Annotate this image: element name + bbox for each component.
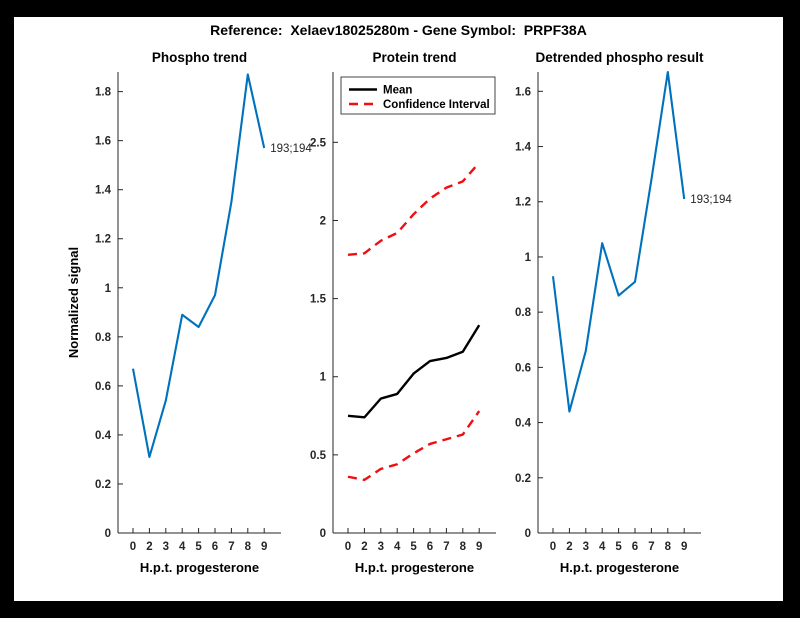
- x-tick-label: 6: [212, 541, 218, 553]
- x-tick-label: 7: [443, 541, 449, 553]
- legend-label: Confidence Interval: [383, 99, 490, 111]
- series-detrended-phospho: [551, 70, 686, 413]
- figure: Reference: Xelaev18025280m - Gene Symbol…: [14, 17, 783, 601]
- y-tick-label: 0.8: [95, 332, 112, 344]
- legend: Mean Confidence Interval: [340, 76, 496, 115]
- y-tick-label: 1.2: [95, 234, 111, 246]
- series-confidence-interval-lower: [347, 410, 481, 482]
- x-tick-label: 2: [146, 541, 152, 553]
- x-tick-label: 7: [228, 541, 234, 553]
- subplot-title: Detrended phospho result: [535, 50, 704, 65]
- subplot-title: Protein trend: [372, 50, 456, 65]
- x-tick-label: 4: [179, 541, 186, 553]
- y-tick-label: 2: [320, 215, 326, 227]
- y-tick-label: 1: [320, 372, 327, 384]
- legend-box: [340, 76, 496, 115]
- x-tick-label: 5: [195, 541, 202, 553]
- x-tick-label: 0: [345, 541, 351, 553]
- y-tick-label: 1: [105, 283, 112, 295]
- x-tick-label: 2: [566, 541, 572, 553]
- x-tick-label: 9: [681, 541, 687, 553]
- y-tick-label: 0.6: [95, 381, 111, 393]
- y-tick-label: 1.2: [515, 197, 531, 209]
- subplot-title: Phospho trend: [152, 50, 247, 65]
- x-tick-label: 4: [394, 541, 401, 553]
- series-phospho-signal: [131, 73, 266, 459]
- y-tick-label: 0.4: [515, 418, 532, 430]
- legend-label: Mean: [383, 85, 412, 97]
- x-tick-label: 8: [460, 541, 467, 553]
- x-tick-label: 3: [583, 541, 589, 553]
- y-tick-label: 0: [105, 528, 111, 540]
- y-tick-label: 0.4: [95, 430, 112, 442]
- x-tick-label: 0: [550, 541, 556, 553]
- y-tick-label: 1.8: [95, 87, 112, 99]
- y-tick-label: 0.6: [515, 362, 531, 374]
- x-tick-label: 8: [245, 541, 252, 553]
- point-annotation: 193;194: [270, 143, 312, 155]
- x-axis-label: H.p.t. progesterone: [140, 560, 259, 575]
- y-tick-label: 0: [320, 528, 326, 540]
- x-tick-label: 0: [130, 541, 136, 553]
- y-tick-label: 1.5: [310, 294, 327, 306]
- series-mean: [347, 324, 481, 419]
- y-tick-label: 0.2: [515, 473, 531, 485]
- x-tick-label: 4: [599, 541, 606, 553]
- y-tick-label: 0: [525, 528, 531, 540]
- x-tick-label: 2: [361, 541, 367, 553]
- x-tick-label: 3: [378, 541, 384, 553]
- x-axis-label: H.p.t. progesterone: [355, 560, 474, 575]
- series-confidence-interval-upper: [347, 161, 481, 257]
- x-tick-label: 8: [665, 541, 672, 553]
- subplot-phospho-trend: 00.20.40.60.811.21.41.61.80 2 3 4 5 6 7 8 9Phosp…: [66, 50, 312, 575]
- x-tick-label: 5: [615, 541, 622, 553]
- x-tick-label: 6: [427, 541, 433, 553]
- y-tick-label: 1.6: [515, 86, 531, 98]
- x-tick-label: 3: [163, 541, 169, 553]
- plots-svg: 00.20.40.60.811.21.41.61.80 2 3 4 5 6 7 8 9Phosp…: [66, 50, 732, 575]
- y-tick-label: 1: [525, 252, 532, 264]
- x-tick-label: 6: [632, 541, 638, 553]
- y-axis-label: Normalized signal: [66, 247, 81, 358]
- y-tick-label: 0.8: [515, 307, 532, 319]
- point-annotation: 193;194: [690, 194, 732, 206]
- y-tick-label: 0.5: [310, 450, 327, 462]
- y-tick-label: 1.6: [95, 136, 111, 148]
- y-tick-label: 0.2: [95, 479, 111, 491]
- x-tick-label: 7: [648, 541, 654, 553]
- x-tick-label: 9: [476, 541, 482, 553]
- y-tick-label: 2.5: [310, 137, 327, 149]
- y-tick-label: 1.4: [515, 142, 532, 154]
- figure-title: Reference: Xelaev18025280m - Gene Symbol…: [210, 22, 587, 38]
- subplot-detrended-phospho-result: 00.20.40.60.811.21.41.60 2 3 4 5 6 7 8 9Detrende…: [515, 50, 732, 575]
- x-tick-label: 5: [410, 541, 417, 553]
- x-axis-label: H.p.t. progesterone: [560, 560, 679, 575]
- y-tick-label: 1.4: [95, 185, 112, 197]
- x-tick-label: 9: [261, 541, 267, 553]
